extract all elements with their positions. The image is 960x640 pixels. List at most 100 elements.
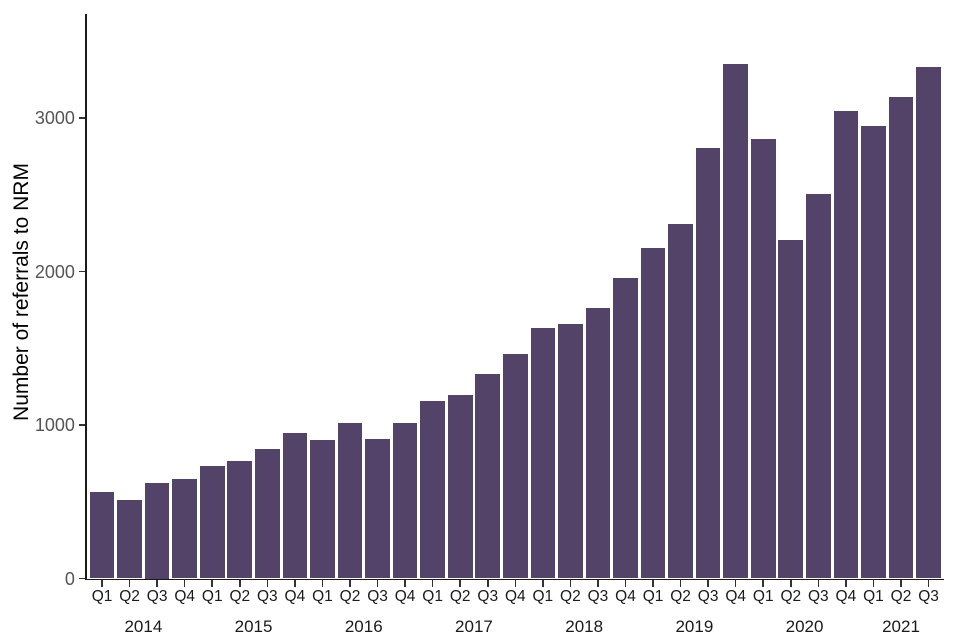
x-tick-mark xyxy=(845,580,847,587)
y-tick-label: 3000 xyxy=(34,108,75,128)
x-quarter-label: Q3 xyxy=(808,588,829,605)
bar-2021-Q1 xyxy=(861,126,886,579)
x-tick-mark xyxy=(459,580,461,587)
x-quarter-label: Q1 xyxy=(312,588,333,605)
x-axis-line xyxy=(85,578,944,581)
y-tick-label: 2000 xyxy=(34,261,75,282)
x-year-label: 2017 xyxy=(455,617,493,636)
x-quarter-label: Q4 xyxy=(725,588,747,605)
x-tick-mark xyxy=(927,580,930,587)
x-tick-mark xyxy=(872,580,875,587)
bar-2021-Q3 xyxy=(916,67,941,579)
bar-2015-Q1 xyxy=(199,466,225,579)
x-tick-mark xyxy=(239,580,241,587)
bar-2015-Q2 xyxy=(227,461,253,579)
x-tick-mark xyxy=(652,580,654,587)
x-quarter-label: Q4 xyxy=(504,588,526,605)
x-year-label: 2015 xyxy=(234,617,273,636)
bar-2020-Q2 xyxy=(778,240,804,579)
x-year-label: 2019 xyxy=(675,617,714,636)
bar-2019-Q4 xyxy=(723,64,749,579)
y-tick-mark xyxy=(78,117,86,119)
x-quarter-label: Q2 xyxy=(890,588,912,605)
x-tick-mark xyxy=(294,580,296,587)
bar-2019-Q3 xyxy=(695,147,721,579)
bar-2016-Q2 xyxy=(337,423,363,579)
bar-2016-Q1 xyxy=(310,440,335,579)
bar-2021-Q2 xyxy=(888,97,914,579)
x-tick-mark xyxy=(376,580,379,587)
x-quarter-label: Q2 xyxy=(339,588,361,605)
x-quarter-label: Q1 xyxy=(642,588,664,605)
bar-2019-Q2 xyxy=(668,223,693,579)
x-year-label: 2018 xyxy=(565,617,604,636)
x-quarter-label: Q3 xyxy=(257,588,278,605)
x-tick-mark xyxy=(128,580,131,587)
bar-2017-Q2 xyxy=(447,395,473,579)
x-quarter-label: Q1 xyxy=(752,588,774,605)
bar-2015-Q4 xyxy=(282,433,308,579)
bar-2018-Q1 xyxy=(530,328,556,579)
x-tick-mark xyxy=(817,580,820,587)
bar-2018-Q2 xyxy=(558,324,583,579)
x-year-label: 2014 xyxy=(124,617,163,636)
x-quarter-label: Q2 xyxy=(670,588,691,605)
x-quarter-label: Q2 xyxy=(449,588,471,605)
bar-2019-Q1 xyxy=(640,248,666,579)
x-quarter-label: Q4 xyxy=(835,588,857,605)
bar-2017-Q3 xyxy=(475,374,501,579)
x-tick-mark xyxy=(101,580,103,587)
x-tick-mark xyxy=(321,580,324,587)
bar-2014-Q3 xyxy=(144,482,170,579)
x-quarter-label: Q2 xyxy=(229,588,251,605)
x-quarter-label: Q1 xyxy=(91,588,113,605)
bar-2016-Q3 xyxy=(365,438,390,579)
x-quarter-label: Q3 xyxy=(146,588,168,605)
bar-2018-Q3 xyxy=(585,308,611,579)
x-tick-mark xyxy=(679,580,682,587)
bar-2020-Q3 xyxy=(806,193,831,579)
x-tick-mark xyxy=(404,580,406,587)
x-quarter-label: Q3 xyxy=(587,588,609,605)
x-tick-mark xyxy=(211,580,214,587)
x-tick-mark xyxy=(900,580,902,587)
x-quarter-label: Q4 xyxy=(174,588,196,605)
y-tick-label: 0 xyxy=(64,568,75,589)
x-tick-mark xyxy=(486,580,489,587)
x-tick-mark xyxy=(542,580,544,587)
x-quarter-label: Q4 xyxy=(394,588,416,605)
x-quarter-label: Q3 xyxy=(697,588,719,605)
x-year-label: 2021 xyxy=(882,617,920,636)
y-tick-mark xyxy=(78,424,86,426)
x-quarter-label: Q1 xyxy=(201,588,223,605)
x-tick-mark xyxy=(734,580,737,587)
x-quarter-label: Q2 xyxy=(560,588,581,605)
x-year-label: 2020 xyxy=(785,617,824,636)
x-tick-mark xyxy=(762,580,765,587)
x-tick-mark xyxy=(569,580,572,587)
bar-2015-Q3 xyxy=(255,448,280,579)
x-tick-mark xyxy=(431,580,434,587)
bar-2016-Q4 xyxy=(392,423,418,579)
bar-2020-Q4 xyxy=(833,111,859,579)
bar-2017-Q1 xyxy=(420,401,445,579)
x-quarter-label: Q2 xyxy=(780,588,802,605)
bar-2014-Q2 xyxy=(117,500,142,579)
y-tick-mark xyxy=(78,270,86,273)
bar-2020-Q1 xyxy=(750,138,776,579)
x-tick-mark xyxy=(707,580,709,587)
x-quarter-label: Q1 xyxy=(532,588,554,605)
y-axis-line xyxy=(85,14,87,581)
x-tick-mark xyxy=(514,580,517,587)
x-tick-mark xyxy=(597,580,599,587)
x-quarter-label: Q3 xyxy=(367,588,388,605)
bar-2018-Q4 xyxy=(613,277,638,579)
x-quarter-label: Q1 xyxy=(863,588,884,605)
x-quarter-label: Q2 xyxy=(119,588,140,605)
y-tick-mark xyxy=(78,577,86,580)
x-quarter-label: Q3 xyxy=(918,588,939,605)
bar-2014-Q4 xyxy=(172,479,198,579)
x-tick-mark xyxy=(790,580,792,587)
x-tick-mark xyxy=(183,580,186,587)
